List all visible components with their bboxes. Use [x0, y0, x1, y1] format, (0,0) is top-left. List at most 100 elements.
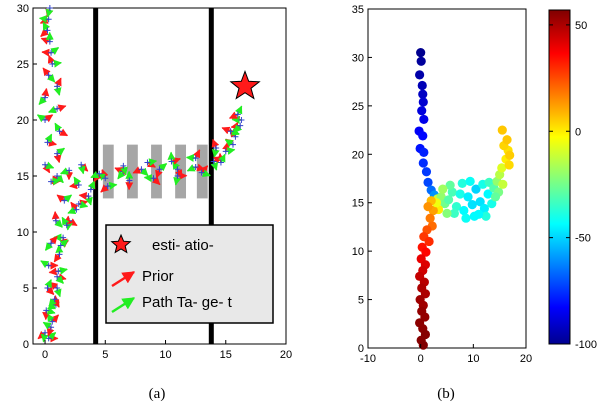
panel-b-y-ticks: 0 5 10 15 20 25 30 35 [352, 4, 372, 355]
path-marker [46, 38, 53, 45]
y-tick-label: 35 [352, 4, 364, 16]
path-marker [54, 273, 61, 280]
path-marker [61, 197, 68, 204]
scatter-point [417, 106, 427, 116]
prior-arrow [192, 149, 201, 159]
legend-label-prior: Prior [142, 268, 174, 285]
path-marker [56, 128, 63, 135]
path-target-arrow [224, 139, 234, 148]
y-tick-label: 25 [17, 59, 29, 71]
scatter-point [424, 236, 434, 247]
scatter-point [418, 340, 428, 350]
path-marker [49, 61, 56, 67]
path-target-arrow [90, 170, 100, 179]
y-tick-label: 15 [352, 198, 364, 210]
path-marker [54, 105, 61, 112]
path-marker [174, 166, 181, 173]
prior-arrow [211, 138, 220, 149]
path-marker [156, 166, 163, 173]
scatter-point [438, 184, 448, 194]
path-marker [192, 155, 199, 162]
path-target-arrow [87, 180, 96, 190]
y-tick-label: 25 [352, 101, 364, 113]
scatter-point [416, 47, 426, 58]
scatter-point [459, 205, 469, 216]
path-marker [54, 285, 61, 291]
path-target-arrow [233, 124, 243, 134]
path-marker [234, 111, 241, 118]
destination-star [229, 69, 261, 100]
legend-label-path-target: Path Ta- ge- t [142, 294, 233, 311]
panel-b-axes-box [367, 8, 527, 349]
colorbar-tick-label: -100 [575, 339, 597, 351]
scatter-point [415, 70, 425, 80]
path-target-arrow [55, 275, 64, 284]
x-tick-label: -10 [360, 353, 376, 365]
scatter-point [483, 189, 493, 199]
legend-star-icon [110, 233, 132, 254]
path-marker [44, 285, 51, 291]
path-target-arrow [48, 105, 58, 114]
prior-arrow [56, 194, 66, 203]
path-marker [75, 181, 82, 188]
path-target-arrow [42, 21, 51, 31]
path-target-arrow [59, 239, 69, 248]
colorbar-tick-label: 50 [575, 20, 587, 32]
path-marker [102, 175, 109, 182]
path-target-arrow [50, 46, 60, 56]
y-tick-label: 15 [17, 171, 29, 183]
y-tick-label: 0 [23, 339, 29, 351]
scatter-point [474, 209, 484, 219]
destination-star-icon [229, 69, 261, 100]
prior-arrow [100, 184, 109, 193]
path-marker [42, 161, 49, 168]
scatter-point [497, 125, 507, 135]
panel-a-x-ticks: 0 5 10 15 20 [42, 340, 292, 361]
y-tick-label: 10 [352, 246, 364, 258]
scatter-point [457, 178, 467, 188]
prior-arrow [45, 286, 55, 296]
path-marker [48, 240, 55, 247]
path-marker [48, 178, 55, 185]
path-target-arrow [44, 133, 53, 143]
path-target-arrow [46, 73, 56, 83]
prior-arrow [151, 176, 161, 186]
path-marker [42, 94, 49, 101]
path-marker [229, 141, 236, 148]
scatter-point [479, 203, 489, 214]
colorbar-tick-label: -50 [575, 233, 591, 245]
scatter-point [449, 208, 459, 218]
path-marker [66, 167, 73, 174]
y-tick-label: 5 [23, 283, 29, 295]
path-marker [54, 83, 61, 90]
scatter-point [421, 247, 431, 257]
scatter-point [487, 199, 497, 209]
y-tick-label: 10 [17, 227, 29, 239]
legend-path-target-arrow-icon [111, 296, 136, 314]
caption-b: (b) [437, 386, 455, 402]
path-marker [237, 122, 244, 129]
path-marker [56, 251, 63, 258]
path-marker [63, 222, 70, 229]
path-target-arrow [44, 242, 54, 251]
path-target-arrow [48, 298, 57, 307]
colorbar-ticks: 50 0 -50 -100 [549, 20, 597, 351]
prior-arrow [54, 77, 62, 87]
path-target-arrow [73, 176, 82, 186]
scatter-point [418, 158, 428, 168]
path-marker [48, 324, 55, 331]
y-tick-label: 5 [358, 295, 364, 307]
colorbar: 50 0 -50 -100 [548, 9, 597, 351]
path-marker [222, 148, 229, 155]
path-marker [42, 117, 49, 123]
path-marker [46, 5, 53, 11]
colorbar-tick-label: 0 [575, 126, 581, 138]
scatter-point [442, 208, 452, 218]
path-marker [87, 186, 94, 193]
path-target-arrow [67, 206, 77, 214]
scatter-point [481, 211, 491, 221]
scatter-point [445, 180, 455, 190]
shelf-obstacle [102, 144, 114, 199]
path-marker [45, 72, 52, 79]
